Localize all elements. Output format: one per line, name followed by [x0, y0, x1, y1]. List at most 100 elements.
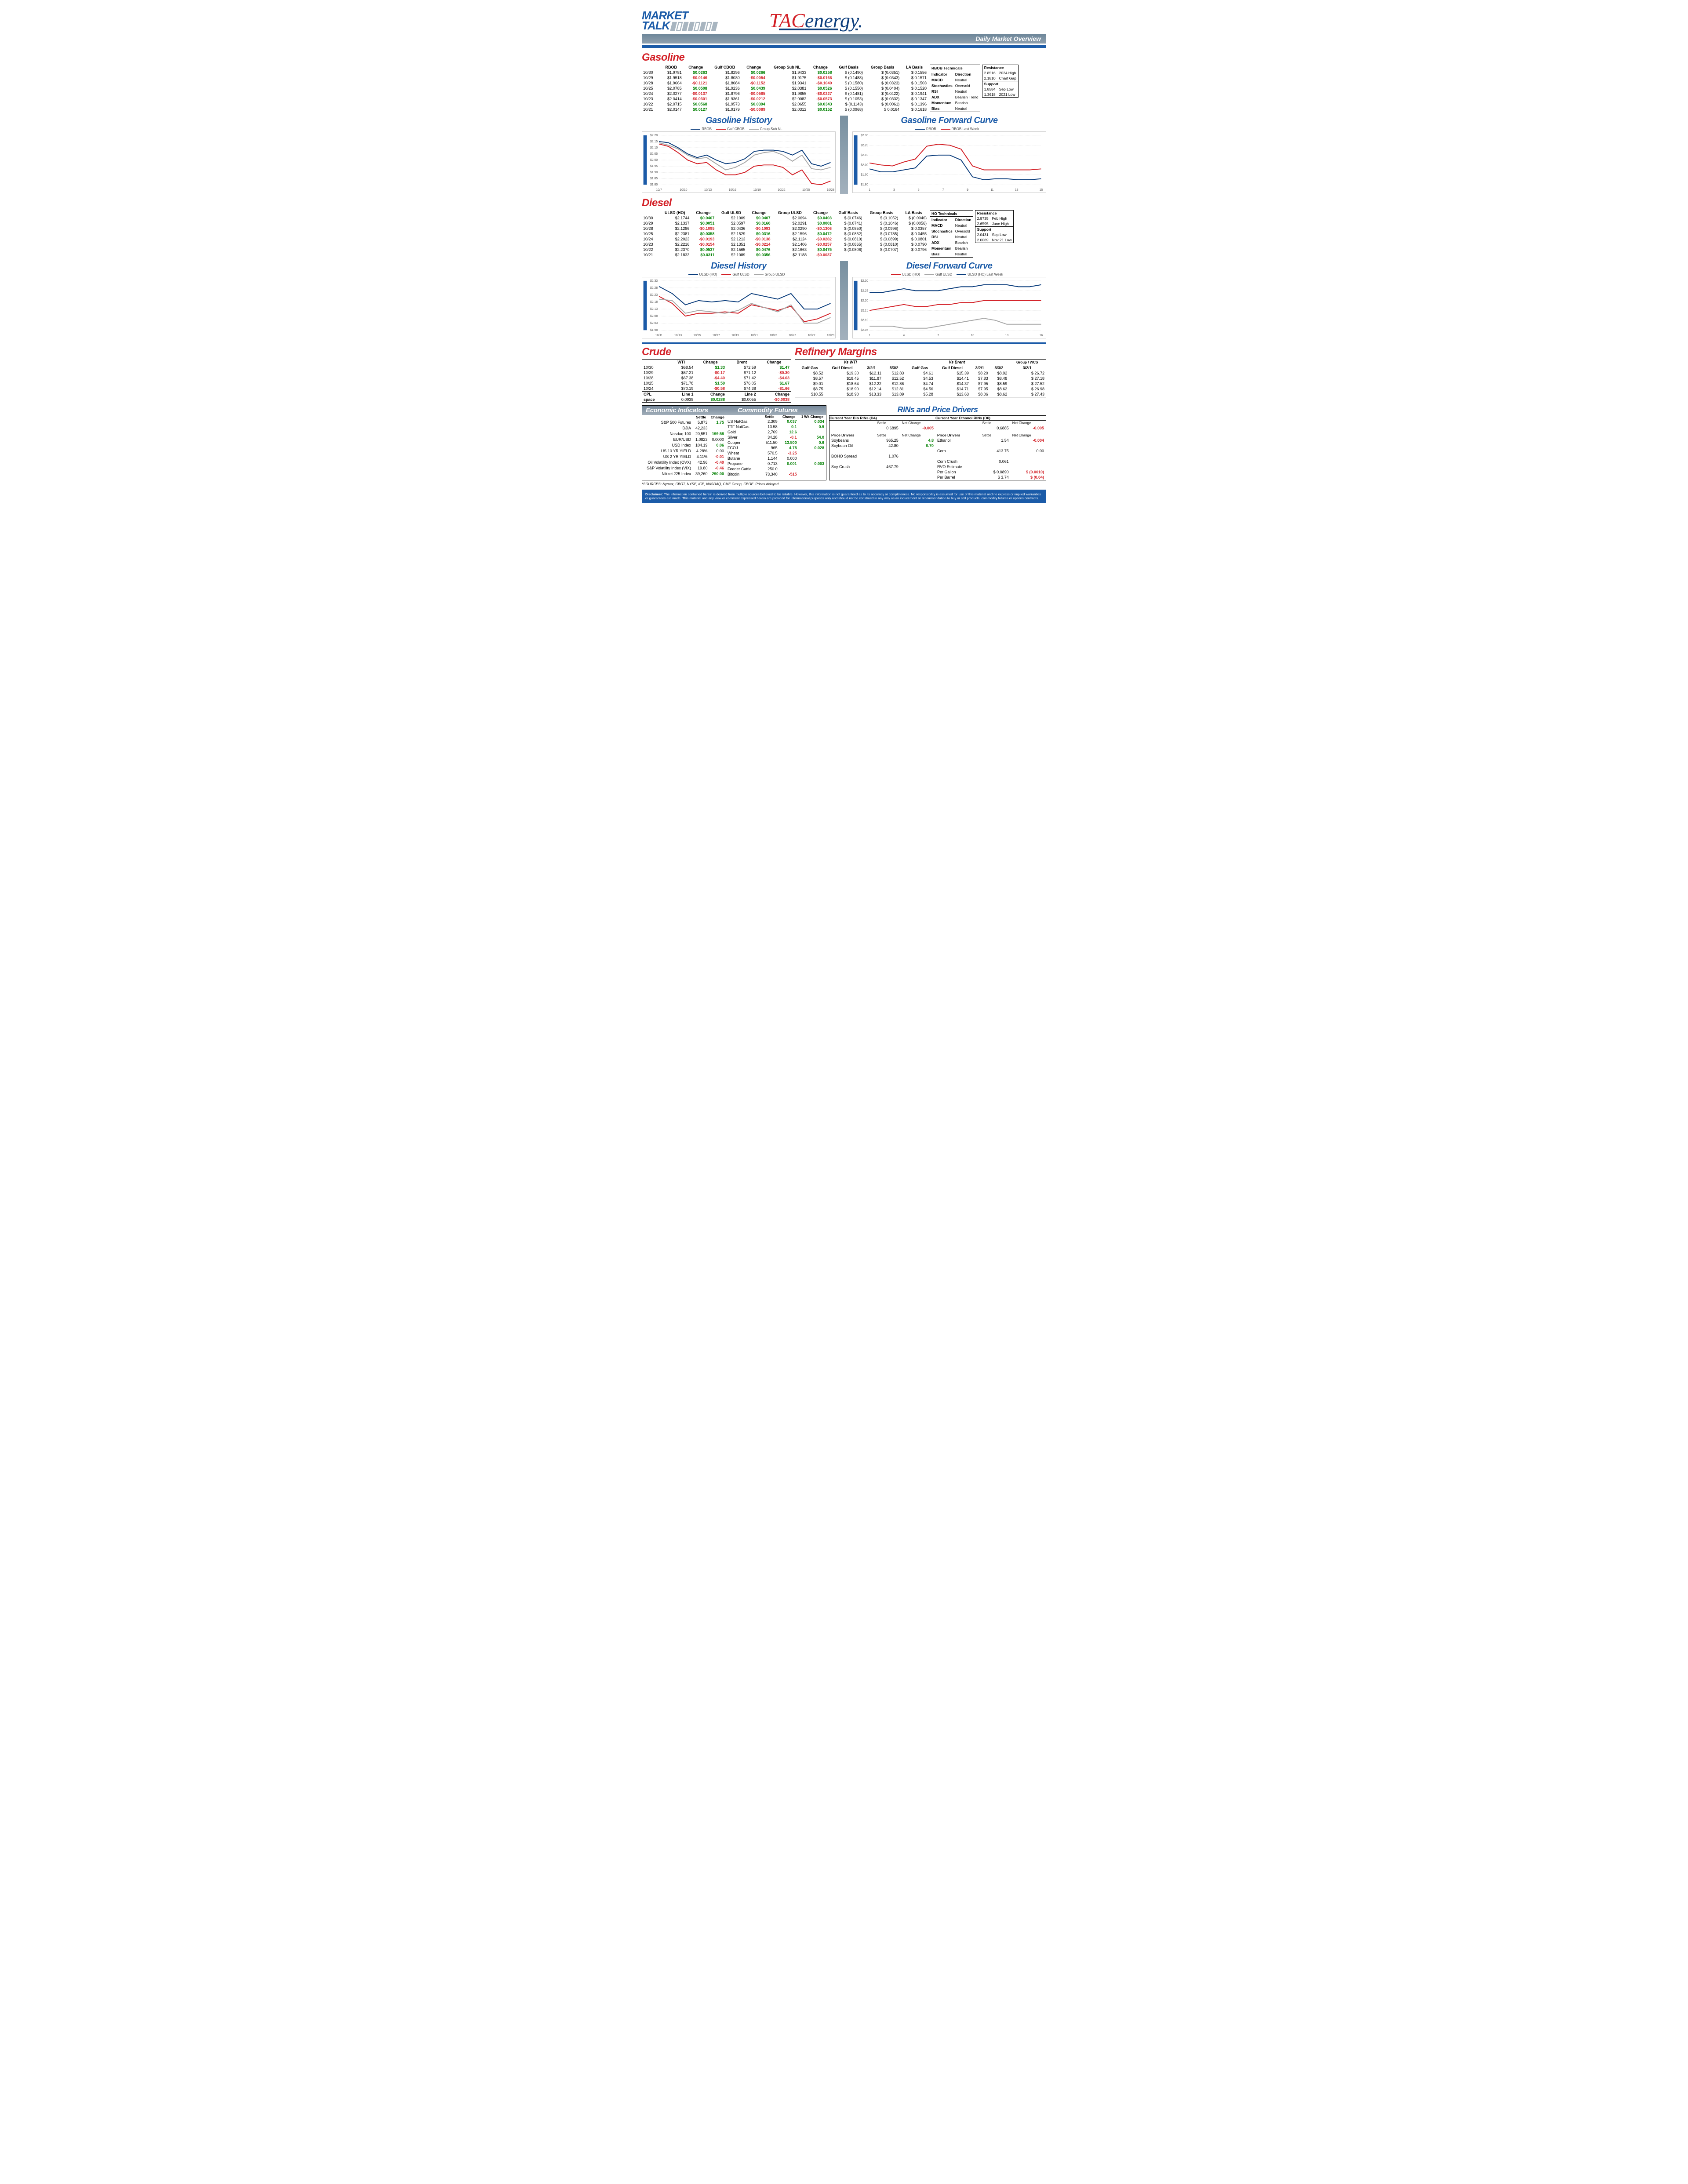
diesel-history-title: Diesel History: [642, 261, 836, 271]
diesel-title: Diesel: [642, 197, 1046, 209]
svg-text:3: 3: [893, 189, 895, 192]
svg-text:9: 9: [967, 189, 968, 192]
diesel-table: ULSD (HO)ChangeGulf ULSDChangeGroup ULSD…: [642, 210, 928, 258]
svg-text:$1.90: $1.90: [650, 171, 658, 174]
svg-text:$2.10: $2.10: [861, 154, 868, 157]
svg-text:7: 7: [942, 189, 944, 192]
diesel-forward-title: Diesel Forward Curve: [852, 261, 1046, 271]
chart-divider-2: [840, 261, 848, 340]
diesel-row: ULSD (HO)ChangeGulf ULSDChangeGroup ULSD…: [642, 210, 1046, 258]
svg-text:$2.23: $2.23: [650, 294, 658, 297]
svg-text:$2.13: $2.13: [650, 308, 658, 311]
divider-blue: [642, 45, 1046, 48]
diesel-charts-row: Diesel History ULSD (HO)Gulf ULSDGroup U…: [642, 261, 1046, 340]
svg-text:$2.10: $2.10: [861, 319, 868, 322]
svg-text:$2.18: $2.18: [650, 301, 658, 304]
gasoline-history-title: Gasoline History: [642, 116, 836, 126]
svg-text:$2.03: $2.03: [650, 322, 658, 325]
svg-text:10/17: 10/17: [713, 334, 720, 337]
svg-text:1: 1: [869, 334, 870, 337]
divider-blue-2: [642, 342, 1046, 344]
svg-text:13: 13: [1015, 189, 1019, 192]
svg-text:$2.10: $2.10: [650, 146, 658, 149]
gasoline-technicals: RBOB TechnicalsIndicatorDirectionMACDNeu…: [930, 65, 980, 112]
commod-header: Commodity Futures: [734, 406, 826, 415]
svg-text:$2.15: $2.15: [861, 309, 868, 312]
svg-text:$1.95: $1.95: [650, 165, 658, 168]
econ-header: Economic Indicators: [642, 406, 734, 415]
svg-text:5: 5: [918, 189, 920, 192]
svg-text:10/13: 10/13: [674, 334, 682, 337]
rins-table: Current Year Bio RINs (D4)Current Year E…: [829, 416, 1046, 480]
svg-text:$2.20: $2.20: [861, 144, 868, 147]
svg-text:$1.85: $1.85: [650, 177, 658, 180]
crude-title: Crude: [642, 346, 791, 358]
svg-text:10/19: 10/19: [731, 334, 739, 337]
tac-logo: TACenergy.: [769, 9, 863, 32]
market-talk-logo: MARKET TALK▮▯▮▮▯▮▯▮: [642, 11, 717, 30]
svg-text:10/27: 10/27: [808, 334, 815, 337]
svg-text:16: 16: [1040, 334, 1043, 337]
svg-text:10/19: 10/19: [753, 189, 761, 192]
svg-text:$2.05: $2.05: [861, 329, 868, 332]
econ-table: SettleChangeS&P 500 Futures5,8731.75DJIA…: [642, 415, 726, 477]
svg-text:$1.80: $1.80: [861, 183, 868, 186]
svg-text:10/15: 10/15: [693, 334, 701, 337]
page-header: MARKET TALK▮▯▮▮▯▮▯▮ TACenergy.: [642, 9, 1046, 32]
gasoline-resistance: Resistance2.85162024 High2.1810Chart Gap…: [982, 65, 1019, 98]
gasoline-title: Gasoline: [642, 51, 1046, 64]
svg-text:$2.20: $2.20: [861, 299, 868, 302]
diesel-history-chart: Diesel History ULSD (HO)Gulf ULSDGroup U…: [642, 261, 836, 340]
refinery-table: Vs WTIVs BrentGroup / WCSGulf GasGulf Di…: [795, 360, 1046, 397]
svg-text:$2.15: $2.15: [650, 140, 658, 143]
svg-text:$1.90: $1.90: [861, 174, 868, 177]
subtitle-bar: Daily Market Overview: [642, 34, 1046, 44]
gasoline-row: RBOBChangeGulf CBOBChangeGroup Sub NLCha…: [642, 65, 1046, 112]
econ-commod-box: Economic Indicators Commodity Futures Se…: [642, 405, 826, 480]
svg-text:$2.00: $2.00: [861, 164, 868, 167]
svg-text:10/16: 10/16: [729, 189, 736, 192]
svg-text:4: 4: [903, 334, 905, 337]
diesel-resistance: Resistance2.9735Feb High2.6595June HighS…: [975, 210, 1014, 243]
diesel-technicals: HO TechnicalsIndicatorDirectionMACDNeutr…: [930, 210, 973, 258]
svg-text:$1.98: $1.98: [650, 329, 658, 332]
svg-text:10/23: 10/23: [770, 334, 777, 337]
bottom-row: Economic Indicators Commodity Futures Se…: [642, 405, 1046, 480]
crude-table: WTIChangeBrentChange10/30$68.54$1.33$72.…: [642, 360, 791, 402]
svg-text:$2.30: $2.30: [861, 134, 868, 137]
commod-table: SettleChange1 Wk ChangeUS NatGas2.3090.0…: [726, 415, 826, 477]
svg-text:1: 1: [869, 189, 870, 192]
svg-text:$2.28: $2.28: [650, 287, 658, 290]
refinery-title: Refinery Margins: [795, 346, 1046, 358]
gasoline-forward-title: Gasoline Forward Curve: [852, 116, 1046, 126]
svg-text:10/13: 10/13: [704, 189, 712, 192]
svg-text:11: 11: [990, 189, 993, 192]
gasoline-forward-chart: Gasoline Forward Curve RBOBRBOB Last Wee…: [852, 116, 1046, 194]
svg-text:$1.80: $1.80: [650, 183, 658, 186]
crude-refinery-row: Crude WTIChangeBrentChange10/30$68.54$1.…: [642, 346, 1046, 403]
svg-text:$2.08: $2.08: [650, 315, 658, 318]
rins-title: RINs and Price Drivers: [829, 405, 1046, 414]
svg-text:$2.05: $2.05: [650, 153, 658, 156]
svg-text:10/25: 10/25: [789, 334, 796, 337]
svg-text:10/22: 10/22: [778, 189, 785, 192]
svg-text:$2.00: $2.00: [650, 159, 658, 162]
svg-text:10/21: 10/21: [750, 334, 758, 337]
svg-text:10: 10: [971, 334, 975, 337]
svg-text:7: 7: [937, 334, 939, 337]
gasoline-charts-row: Gasoline History RBOBGulf CBOBGroup Sub …: [642, 116, 1046, 194]
svg-text:15: 15: [1040, 189, 1043, 192]
svg-text:$2.33: $2.33: [650, 280, 658, 283]
svg-text:10/11: 10/11: [655, 334, 663, 337]
svg-text:10/29: 10/29: [827, 334, 834, 337]
svg-text:$2.20: $2.20: [650, 134, 658, 137]
sources-note: *SOURCES: Nymex, CBOT, NYSE, ICE, NASDAQ…: [642, 482, 1046, 486]
svg-text:10/10: 10/10: [680, 189, 687, 192]
gasoline-history-chart: Gasoline History RBOBGulf CBOBGroup Sub …: [642, 116, 836, 194]
disclaimer: Disclaimer: The information contained he…: [642, 490, 1046, 503]
gasoline-table: RBOBChangeGulf CBOBChangeGroup Sub NLCha…: [642, 65, 928, 112]
svg-text:$2.25: $2.25: [861, 289, 868, 292]
svg-text:10/7: 10/7: [656, 189, 662, 192]
chart-divider: [840, 116, 848, 194]
svg-text:$2.30: $2.30: [861, 280, 868, 283]
